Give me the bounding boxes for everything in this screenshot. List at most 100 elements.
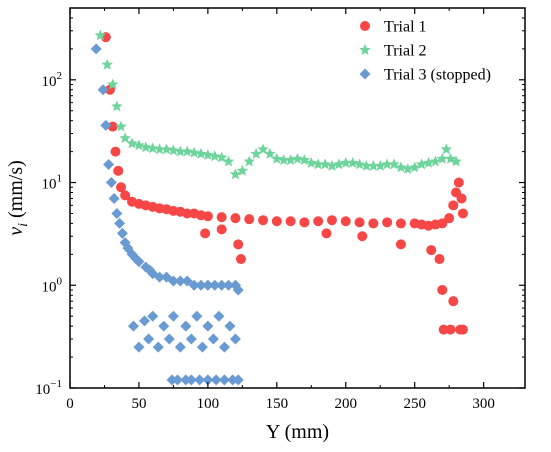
x-tick-label: 0: [66, 396, 74, 412]
data-point: [180, 320, 192, 332]
data-point: [395, 218, 406, 229]
data-point: [395, 161, 407, 173]
x-axis-label: Y (mm): [266, 421, 329, 443]
data-point: [90, 43, 102, 55]
data-point: [448, 200, 459, 211]
data-point: [340, 157, 352, 168]
data-point: [140, 141, 152, 153]
data-point: [457, 324, 468, 335]
data-point: [115, 120, 127, 132]
series-1: [100, 32, 468, 335]
data-point: [457, 208, 468, 219]
data-point: [174, 275, 186, 287]
data-point: [185, 374, 197, 386]
data-point: [143, 333, 155, 345]
data-point: [326, 215, 337, 226]
data-point: [210, 374, 222, 386]
data-point: [382, 217, 393, 228]
data-point: [113, 165, 124, 176]
data-point: [233, 239, 244, 250]
data-point: [436, 152, 448, 164]
series-2: [94, 29, 462, 180]
data-point: [227, 374, 239, 386]
y-tick-label: 101: [42, 173, 63, 193]
data-point: [326, 160, 338, 171]
data-point: [353, 158, 366, 170]
data-point: [291, 152, 304, 164]
data-point: [357, 231, 368, 242]
data-point: [181, 145, 193, 157]
data-point: [284, 154, 297, 165]
data-point: [107, 78, 119, 90]
data-point: [450, 155, 462, 167]
data-point: [167, 144, 180, 156]
data-point: [374, 160, 386, 171]
data-point: [202, 149, 214, 160]
x-tick-label: 150: [266, 396, 289, 412]
data-point: [163, 333, 175, 345]
data-point: [111, 100, 123, 112]
legend-label: Trial 1: [384, 19, 427, 36]
series-3: [90, 43, 244, 386]
data-point: [114, 217, 126, 229]
data-point: [244, 214, 255, 225]
data-point: [222, 155, 235, 167]
data-point: [218, 374, 230, 386]
x-tick-label: 100: [197, 396, 220, 412]
data-point: [202, 279, 214, 291]
data-point: [235, 254, 246, 265]
axis-ticks: 0 50 100 150 200 250 300 10−1 100 101 102: [35, 7, 525, 412]
data-point: [223, 279, 235, 291]
data-point: [108, 192, 120, 204]
y-axis-label-main: v: [5, 227, 27, 236]
data-point: [182, 208, 193, 219]
data-point: [107, 121, 118, 132]
data-point: [312, 158, 324, 170]
data-point: [230, 213, 241, 224]
data-point: [119, 132, 131, 144]
data-point: [224, 320, 236, 332]
data-point: [153, 143, 166, 155]
data-point: [250, 147, 262, 159]
data-point: [194, 374, 206, 386]
data-point: [258, 215, 269, 226]
data-point: [103, 158, 115, 170]
data-point: [202, 211, 213, 222]
data-point: [381, 158, 393, 170]
legend: Trial 1 Trial 2 Trial 3 (stopped): [359, 19, 491, 84]
data-point: [218, 341, 230, 353]
x-tick-label: 250: [403, 396, 426, 412]
data-point: [126, 248, 138, 260]
data-point: [444, 213, 455, 224]
data-point: [202, 374, 214, 386]
data-point: [116, 227, 128, 239]
data-point: [133, 341, 145, 353]
data-point: [236, 164, 249, 176]
data-point: [216, 279, 228, 291]
x-tick-label: 200: [335, 396, 358, 412]
data-point: [126, 137, 138, 149]
data-point: [110, 146, 121, 157]
data-point: [119, 237, 131, 249]
data-point: [196, 341, 208, 353]
data-point: [368, 218, 379, 229]
legend-marker: [360, 21, 370, 31]
data-point: [448, 296, 459, 307]
data-point: [105, 177, 117, 189]
data-point: [438, 324, 449, 335]
data-point: [158, 320, 170, 332]
data-point: [360, 160, 373, 171]
data-point: [409, 161, 421, 173]
data-point: [285, 216, 296, 227]
data-point: [195, 147, 207, 159]
data-point: [111, 207, 123, 219]
data-point: [422, 157, 435, 168]
data-point: [445, 324, 456, 335]
legend-label: Trial 3 (stopped): [384, 67, 491, 84]
data-point: [333, 158, 345, 170]
data-point: [97, 84, 109, 96]
data-point: [209, 279, 221, 291]
data-point: [216, 212, 227, 223]
data-point: [116, 182, 127, 193]
data-point: [138, 315, 150, 327]
